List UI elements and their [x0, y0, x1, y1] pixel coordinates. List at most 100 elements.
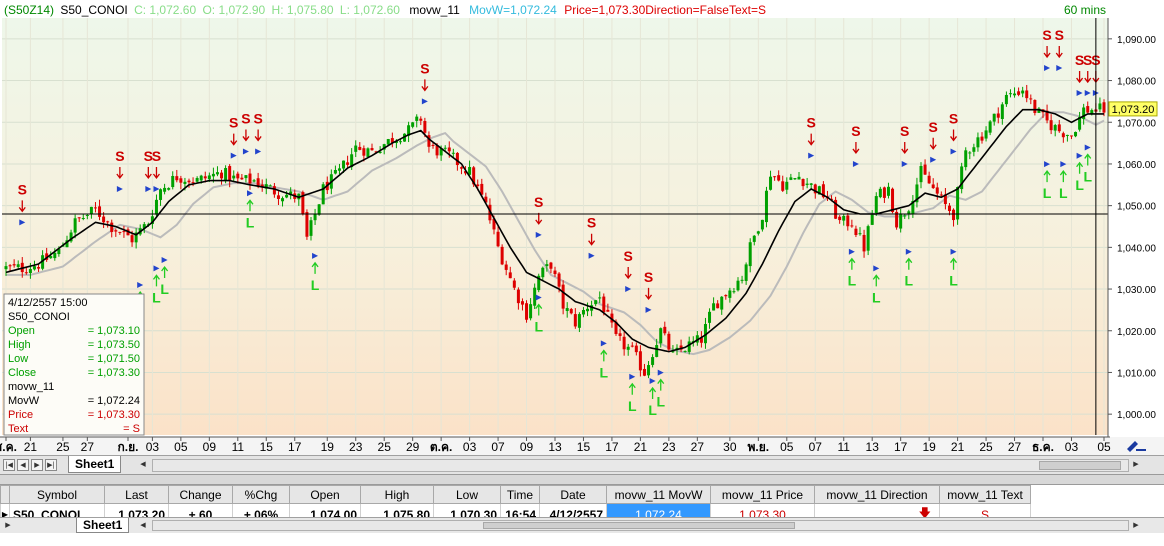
candle-body: [903, 215, 907, 217]
sell-arrow-icon: [1055, 46, 1063, 59]
candle-body: [130, 235, 134, 243]
grid-tab-sheet1[interactable]: Sheet1: [76, 518, 130, 533]
average-line: [6, 111, 1105, 356]
y-axis[interactable]: 1,090.00 1,080.00 1,070.00 1,060.00 1,050.00…: [1108, 35, 1156, 421]
candle-body: [817, 186, 821, 195]
x-axis[interactable]: ส.ค. 21 25 27 ก.ย. 03 05 09 11 15 17 19 23 25 29 ต.ค. 03…: [0, 437, 1111, 454]
candle-body: [1053, 125, 1057, 131]
candle-body: [878, 188, 882, 198]
long-arrow-icon: [1059, 170, 1067, 183]
data-window-value: = 1,073.30: [88, 409, 140, 421]
next-sheet-button[interactable]: ▶: [31, 459, 43, 471]
candle-body: [260, 184, 264, 188]
column-header[interactable]: Time: [500, 485, 540, 504]
candle-body: [443, 147, 447, 149]
candle-body: [110, 222, 114, 233]
scroll-right-icon[interactable]: ▶: [1133, 460, 1139, 468]
sell-arrow-icon: [852, 141, 860, 155]
last-sheet-button[interactable]: ▶|: [45, 459, 57, 471]
candle-body: [224, 168, 228, 181]
x-tick-label: 17: [288, 440, 302, 454]
candle-body: [57, 248, 61, 255]
scroll-left-icon[interactable]: ◀: [140, 460, 146, 468]
symbol-code: (S50Z14): [4, 3, 54, 17]
candle-body: [159, 189, 163, 200]
candle-body: [891, 188, 895, 213]
candle-body: [842, 215, 846, 221]
price-chart[interactable]: SSSSSSSSSSSSSSSSSSSSSSLLLLLLLLLLLLLLLLLL…: [0, 0, 1164, 455]
long-arrow-icon: [905, 257, 913, 270]
candle-body: [508, 272, 512, 279]
candle-body: [102, 216, 106, 223]
pane-splitter[interactable]: [0, 474, 1164, 485]
y-tick-label: 1,030.00: [1117, 285, 1156, 296]
candle-body: [590, 305, 594, 311]
sell-arrow-icon: [152, 166, 160, 180]
chart-horizontal-scrollbar[interactable]: [152, 459, 1129, 472]
column-header[interactable]: High: [360, 485, 434, 504]
candle-body: [610, 313, 614, 323]
candle-body: [236, 173, 240, 179]
y-tick-label: 1,090.00: [1117, 35, 1156, 46]
candle-body: [468, 166, 472, 175]
column-header[interactable]: Date: [539, 485, 607, 504]
candle-body: [529, 304, 533, 319]
candle-body: [630, 345, 634, 347]
column-header[interactable]: Open: [289, 485, 361, 504]
candle-body: [947, 205, 951, 212]
long-signal-label: L: [1075, 177, 1084, 193]
grid-row-marker-icon: ▶: [5, 521, 11, 529]
signal-marker-icon: [873, 265, 880, 272]
sell-signal-label: S: [18, 181, 27, 197]
long-arrow-icon: [535, 303, 543, 316]
data-window-datetime: 4/12/2557 15:00: [8, 297, 88, 309]
x-tick-label: 13: [548, 440, 562, 454]
grid-scroll-left-icon[interactable]: ◀: [140, 521, 146, 529]
x-tick-label: 03: [463, 440, 477, 454]
candle-body: [870, 214, 874, 225]
signal-marker-icon: [255, 148, 262, 155]
grid-horizontal-scrollbar[interactable]: [152, 520, 1129, 531]
long-signal-label: L: [160, 281, 169, 297]
candle-body: [655, 345, 659, 357]
candle-body: [886, 186, 890, 196]
data-window-value: = 1,073.50: [88, 339, 140, 351]
header-text: Text=S: [729, 3, 766, 17]
column-header[interactable]: Last: [104, 485, 169, 504]
column-header[interactable]: movw_11 Direction: [814, 485, 940, 504]
column-header[interactable]: Low: [433, 485, 501, 504]
column-header[interactable]: Symbol: [9, 485, 105, 504]
tab-sheet1[interactable]: Sheet1: [68, 456, 122, 473]
signal-marker-icon: [421, 98, 428, 105]
grid-scroll-thumb[interactable]: [483, 522, 795, 529]
chart-scroll-thumb[interactable]: [1039, 461, 1121, 470]
x-tick-label: 30: [723, 440, 737, 454]
candle-body: [464, 171, 468, 174]
sell-arrow-icon: [624, 267, 632, 280]
candle-body: [939, 194, 943, 196]
sell-arrow-icon: [18, 200, 26, 213]
column-header[interactable]: Change: [168, 485, 233, 504]
grid-tab-bar: ▶ Sheet1 ◀ ▶: [0, 517, 1164, 533]
prev-sheet-button[interactable]: ◀: [17, 459, 29, 471]
x-tick-label: 23: [349, 440, 363, 454]
candle-body: [602, 296, 606, 313]
candle-body: [1013, 93, 1017, 96]
grid-scroll-right-icon[interactable]: ▶: [1133, 521, 1139, 529]
signal-marker-icon: [153, 185, 160, 192]
column-header[interactable]: movw_11 Price: [710, 485, 815, 504]
candle-body: [142, 224, 146, 229]
sell-arrow-icon: [535, 212, 543, 225]
drawing-tool-icon[interactable]: [1127, 441, 1146, 452]
candle-body: [1074, 131, 1078, 137]
candle-body: [760, 219, 764, 230]
column-header[interactable]: %Chg: [232, 485, 290, 504]
candle-body: [276, 195, 280, 199]
column-header[interactable]: movw_11 Text: [939, 485, 1031, 504]
column-header[interactable]: movw_11 MovW: [606, 485, 711, 504]
y-tick-label: 1,070.00: [1117, 118, 1156, 129]
candle-body: [911, 200, 915, 214]
candle-body: [919, 166, 923, 183]
first-sheet-button[interactable]: |◀: [3, 459, 15, 471]
candle-body: [557, 273, 561, 287]
